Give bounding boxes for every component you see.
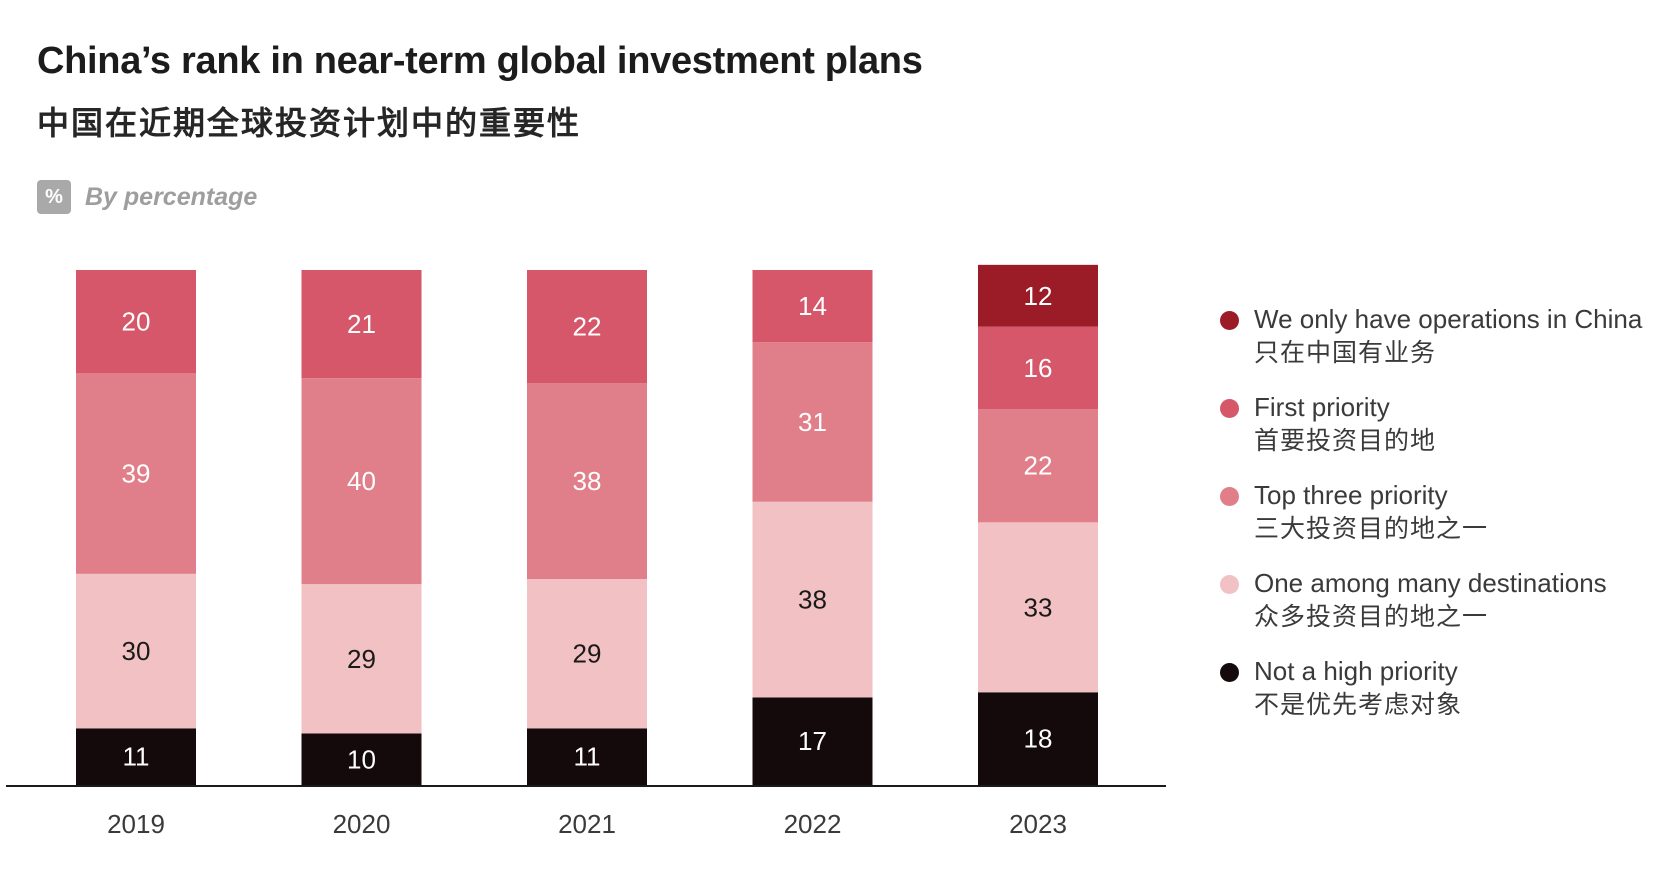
x-tick-label: 2021 [558, 809, 616, 839]
legend-label: Top three priority [1254, 480, 1448, 510]
bar-segment [301, 270, 422, 379]
data-label: 20 [122, 307, 151, 337]
legend-swatch [1220, 663, 1239, 682]
x-tick-label: 2019 [107, 809, 165, 839]
data-label: 18 [1024, 724, 1053, 754]
bar-segment [752, 501, 873, 698]
legend-item-first-priority: First priority 首要投资目的地 [1218, 390, 1642, 478]
data-label: 31 [798, 407, 827, 437]
bar-segment [301, 584, 422, 734]
bar-segment [76, 373, 196, 574]
bar-segment [76, 270, 196, 373]
bar-segment [752, 270, 873, 343]
data-label: 29 [347, 644, 376, 674]
bar-segment [527, 383, 647, 579]
data-label: 11 [574, 742, 601, 772]
legend-label-cn: 不是优先考虑对象 [1254, 691, 1463, 719]
bar-segment [301, 733, 422, 785]
x-tick-label: 2022 [784, 809, 842, 839]
unit-row: % By percentage [37, 180, 257, 214]
bar-segment [978, 264, 1098, 327]
bar-segment [301, 378, 422, 585]
bar-segment [752, 342, 873, 502]
legend-label-cn: 只在中国有业务 [1254, 339, 1437, 367]
data-label: 40 [347, 466, 376, 496]
bar-segment [978, 326, 1098, 410]
data-label: 14 [798, 291, 827, 321]
data-label: 38 [798, 585, 827, 615]
legend-label-cn: 众多投资目的地之一 [1254, 603, 1489, 631]
data-label: 39 [122, 458, 151, 488]
x-tick-label: 2023 [1009, 809, 1067, 839]
chart-title: China’s rank in near-term global investm… [37, 40, 923, 82]
data-label: 16 [1024, 353, 1053, 383]
data-label: 17 [798, 726, 827, 756]
x-tick-label: 2020 [333, 809, 391, 839]
legend-label-cn: 首要投资目的地 [1254, 427, 1437, 455]
data-label: 11 [123, 742, 150, 772]
bar-segment [76, 573, 196, 729]
bar-segment [527, 728, 647, 785]
legend-swatch [1220, 575, 1239, 594]
legend-label-cn: 三大投资目的地之一 [1254, 515, 1489, 543]
legend-swatch [1220, 487, 1239, 506]
legend-item-not-high: Not a high priority 不是优先考虑对象 [1218, 654, 1642, 742]
legend-label: First priority [1254, 392, 1390, 422]
stacked-bar-chart: 11 30 39 20 2019 10 29 40 21 2020 11 29 38 22 2021 17 38… [6, 264, 1166, 839]
percent-icon: % [37, 180, 71, 214]
legend-label: We only have operations in China [1254, 304, 1643, 334]
bar-segment [978, 692, 1098, 785]
bar-segment [527, 270, 647, 384]
bar-segment [752, 697, 873, 785]
bar-segment [978, 522, 1098, 693]
data-label: 21 [347, 309, 376, 339]
data-label: 12 [1024, 281, 1053, 311]
bar-segment [76, 728, 196, 785]
legend-swatch [1220, 311, 1239, 330]
legend-label: Not a high priority [1254, 656, 1458, 686]
unit-label: By percentage [85, 182, 258, 211]
bar-segment [978, 409, 1098, 523]
data-label: 22 [1024, 451, 1053, 481]
legend-swatch [1220, 399, 1239, 418]
data-label: 33 [1024, 592, 1053, 622]
data-label: 30 [122, 636, 151, 666]
data-label: 22 [573, 312, 602, 342]
bar-segment [527, 579, 647, 729]
legend: We only have operations in China 只在中国有业务… [1218, 302, 1642, 742]
legend-item-top-three: Top three priority 三大投资目的地之一 [1218, 478, 1642, 566]
data-label: 38 [573, 466, 602, 496]
legend-item-china-only: We only have operations in China 只在中国有业务 [1218, 302, 1642, 390]
data-label: 10 [347, 744, 376, 774]
legend-item-one-among-many: One among many destinations 众多投资目的地之一 [1218, 566, 1642, 654]
data-label: 29 [573, 639, 602, 669]
chart-subtitle: 中国在近期全球投资计划中的重要性 [37, 105, 582, 141]
legend-label: One among many destinations [1254, 568, 1607, 598]
